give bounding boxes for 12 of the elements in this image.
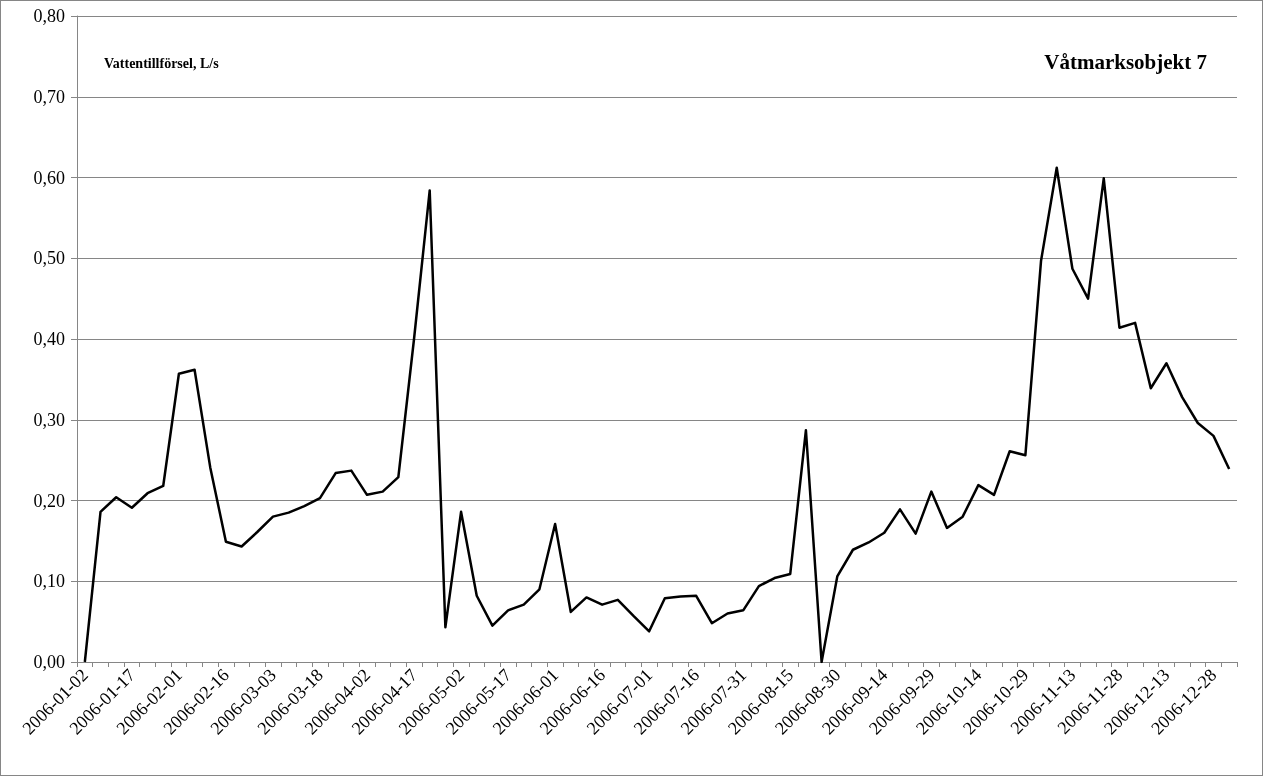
text: Våtmarksobjekt 7 <box>1044 49 1208 74</box>
y-axis-title: Vattentillförsel, L/s <box>104 55 220 71</box>
y-tick-label: 0,00 <box>33 652 65 672</box>
y-tick-label: 0,10 <box>33 571 65 592</box>
line-series <box>83 166 1231 664</box>
y-tick-label: 0,30 <box>33 409 65 430</box>
y-tick-label: 0,80 <box>33 6 65 26</box>
y-tick-label: 0,60 <box>33 167 65 188</box>
y-tick-label: 0,20 <box>33 490 65 511</box>
y-tick-label: 0,40 <box>33 329 65 349</box>
y-tick-label: 0,70 <box>33 86 65 107</box>
y-tick-label: 0,50 <box>33 248 65 269</box>
